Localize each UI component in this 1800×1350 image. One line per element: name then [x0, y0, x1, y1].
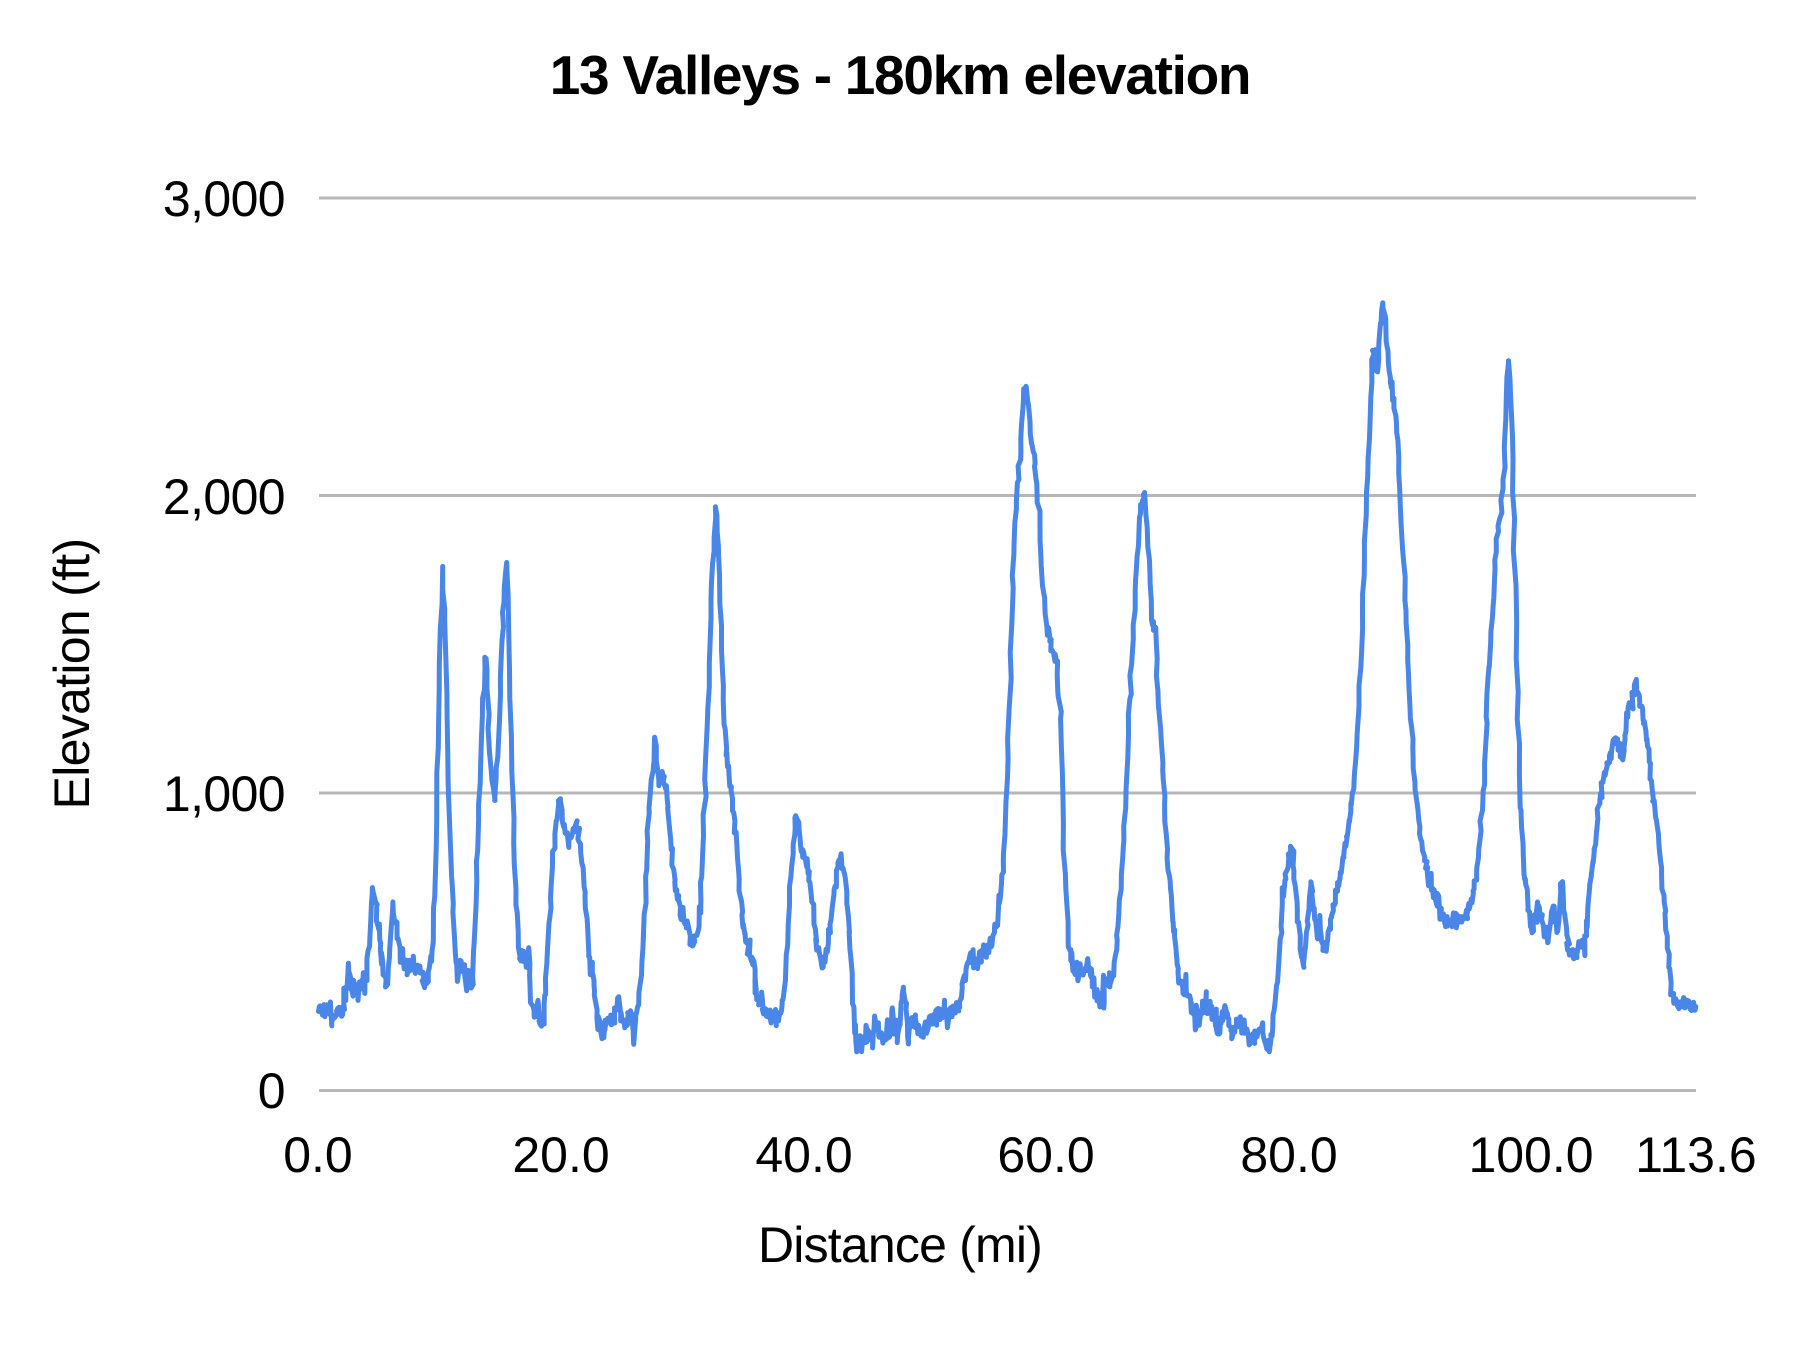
svg-text:20.0: 20.0 — [512, 1127, 609, 1183]
svg-text:0: 0 — [258, 1063, 285, 1119]
svg-text:60.0: 60.0 — [997, 1127, 1094, 1183]
svg-text:Elevation (ft): Elevation (ft) — [44, 539, 100, 810]
svg-text:100.0: 100.0 — [1468, 1127, 1593, 1183]
svg-text:80.0: 80.0 — [1240, 1127, 1337, 1183]
svg-text:40.0: 40.0 — [755, 1127, 852, 1183]
svg-text:2,000: 2,000 — [163, 469, 285, 525]
svg-text:Distance (mi): Distance (mi) — [758, 1217, 1042, 1273]
svg-text:0.0: 0.0 — [283, 1127, 353, 1183]
svg-text:3,000: 3,000 — [163, 171, 285, 227]
svg-text:113.6: 113.6 — [1635, 1127, 1756, 1183]
svg-text:1,000: 1,000 — [163, 766, 285, 822]
svg-text:13 Valleys - 180km elevation: 13 Valleys - 180km elevation — [550, 44, 1250, 106]
